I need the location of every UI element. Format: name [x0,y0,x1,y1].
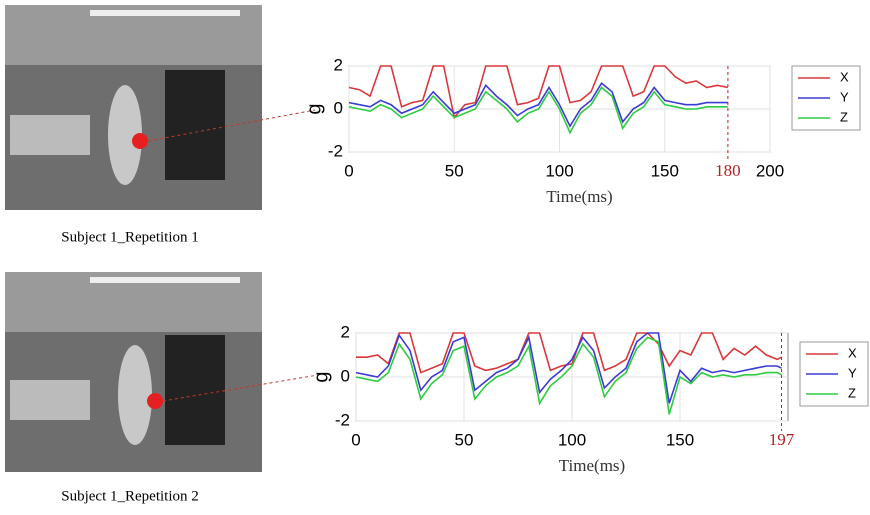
x-tick-label: 50 [445,161,464,180]
y-axis-label: g [310,371,332,382]
series-line [355,332,782,404]
series-line [348,86,728,135]
x-tick-label: 150 [651,161,679,180]
x-tick-label: 100 [558,430,586,449]
photo-person [118,345,152,445]
legend-label: X [848,345,857,360]
photo-cabinet [165,70,225,180]
y-tick-label: 2 [341,322,350,341]
photo-desk [10,115,90,155]
caption: Subject 1_Repetition 1 [61,229,198,245]
y-tick-label: 0 [341,366,350,385]
y-axis-label: g [303,103,325,114]
legend-label: X [840,69,849,84]
x-tick-label: 150 [666,430,694,449]
y-tick-label: -2 [335,410,350,429]
legend-label: Y [840,89,849,104]
y-tick-label: 0 [334,98,343,117]
series-line [355,336,782,415]
x-tick-label: 50 [455,430,474,449]
photo-light [90,10,240,16]
photo-cabinet [165,335,225,445]
x-tick-label: 200 [756,161,784,180]
x-axis-label: Time(ms) [546,187,612,206]
connector [162,374,319,402]
caption: Subject 1_Repetition 2 [61,488,198,504]
photo-1 [5,5,316,210]
y-tick-label: -2 [328,141,343,160]
sensor-dot [147,393,163,409]
y-tick-label: 2 [334,55,343,74]
legend-label: Y [848,365,857,380]
series-line [348,81,728,128]
photo-person [108,85,142,185]
series-line [356,332,782,374]
photo-light [90,277,240,283]
x-tick-label: 0 [351,430,360,449]
x-tick-label: 100 [545,161,573,180]
x-tick-label: 0 [344,161,353,180]
legend-label: Z [848,385,856,400]
connector [147,109,316,142]
marker-label: 180 [715,161,741,180]
photo-desk [10,380,90,420]
series-line [348,65,729,120]
x-axis-label: Time(ms) [559,456,625,475]
sensor-dot [132,133,148,149]
marker-label: 197 [769,430,795,449]
legend-label: Z [840,109,848,124]
photo-2 [5,272,319,472]
